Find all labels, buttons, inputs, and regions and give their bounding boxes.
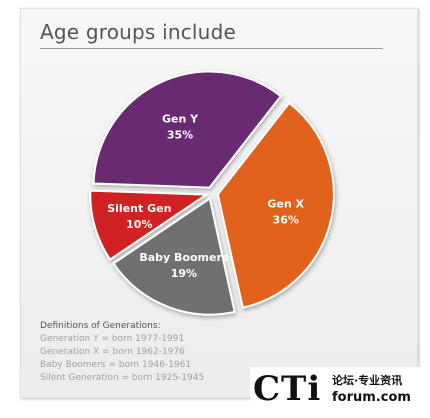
- pie-labels: Gen Y 35% Gen X 36% Baby Boomers 19% Silent Ge…: [107, 112, 304, 280]
- slice-value-gen-x: 36%: [273, 214, 299, 227]
- watermark-logo: CTi: [253, 369, 322, 409]
- definitions-block: Definitions of Generations: Generation Y…: [40, 320, 204, 385]
- chart-title: Age groups include: [40, 20, 236, 44]
- pie-slice-silent-gen: [89, 189, 210, 261]
- definitions-heading: Definitions of Generations:: [40, 321, 161, 331]
- pie-slices: [89, 70, 335, 316]
- slice-label-baby-boomers: Baby Boomers: [139, 251, 229, 264]
- slice-label-gen-y: Gen Y: [162, 112, 199, 125]
- definition-item: Silent Generation = born 1925-1945: [40, 373, 205, 383]
- slice-value-gen-y: 35%: [167, 128, 193, 141]
- definition-item: Generation X = born 1962-1976: [40, 347, 185, 357]
- slice-value-baby-boomers: 19%: [171, 267, 197, 280]
- slice-label-silent-gen: Silent Gen: [107, 202, 171, 215]
- pie-slice-gen-x: [216, 101, 335, 309]
- slice-label-gen-x: Gen X: [267, 198, 304, 211]
- pie-slice-gen-y: [92, 70, 283, 189]
- definition-item: Generation Y = born 1977-1991: [40, 334, 185, 344]
- title-divider: [40, 48, 383, 49]
- watermark-domain: forum.com: [332, 390, 411, 405]
- slice-value-silent-gen: 10%: [126, 218, 152, 231]
- definition-item: Baby Boomers = born 1946-1961: [40, 360, 192, 370]
- watermark: CTi 论坛·专业资讯 forum.com: [250, 367, 425, 415]
- pie-slice-baby-boomers: [112, 196, 236, 316]
- watermark-subtitle: 论坛·专业资讯: [332, 374, 403, 387]
